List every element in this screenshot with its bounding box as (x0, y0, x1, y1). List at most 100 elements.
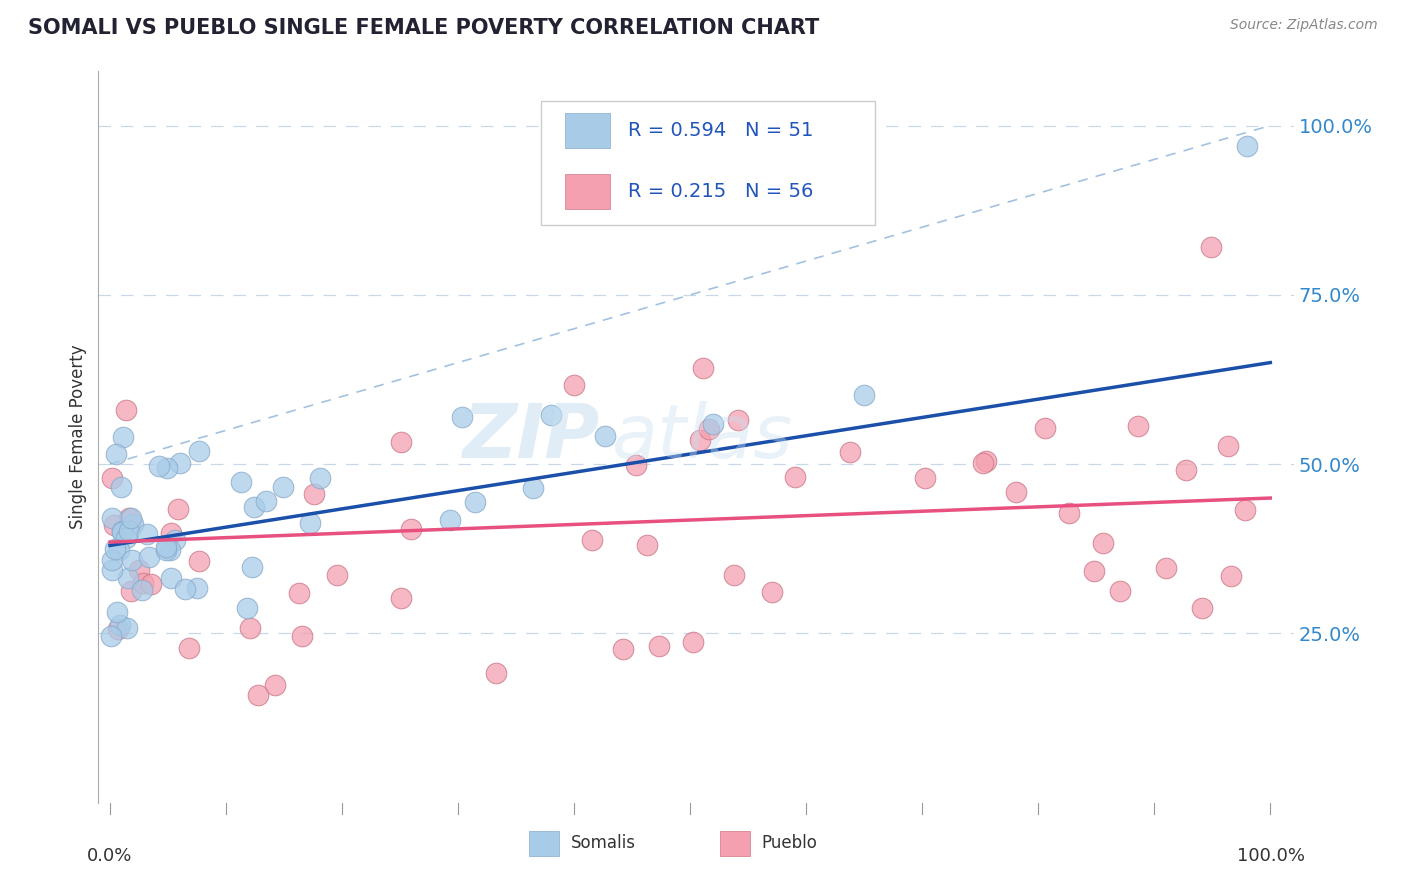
Point (188, 443, 211, 458)
Point (1109, 583, 1132, 598)
Point (914, 471, 936, 485)
Point (562, 378, 585, 392)
Point (308, 470, 330, 484)
FancyBboxPatch shape (720, 830, 749, 856)
Point (104, 542, 127, 557)
Point (723, 568, 745, 582)
Point (111, 524, 134, 538)
Point (103, 517, 125, 532)
Point (389, 435, 412, 450)
Point (115, 403, 138, 417)
Point (186, 582, 208, 596)
Point (1220, 569, 1243, 583)
FancyBboxPatch shape (565, 113, 610, 148)
Point (117, 571, 139, 585)
Point (100, 563, 122, 577)
Point (702, 417, 724, 432)
Point (111, 525, 134, 540)
Point (169, 457, 191, 471)
Point (1057, 506, 1080, 520)
Point (288, 585, 311, 599)
Point (389, 591, 412, 605)
Point (1201, 240, 1223, 254)
Point (291, 629, 314, 643)
Text: Somalis: Somalis (571, 834, 636, 852)
FancyBboxPatch shape (541, 101, 876, 225)
Point (647, 639, 669, 653)
Point (593, 428, 616, 442)
Point (727, 413, 749, 427)
Point (132, 576, 155, 591)
Point (108, 543, 131, 558)
Point (298, 516, 321, 530)
Point (853, 387, 876, 401)
Point (187, 554, 209, 568)
Point (247, 688, 270, 702)
Point (976, 454, 998, 468)
FancyBboxPatch shape (565, 174, 610, 209)
Point (101, 471, 124, 485)
Point (105, 447, 128, 461)
Y-axis label: Single Female Poverty: Single Female Poverty (69, 345, 87, 529)
Point (540, 408, 562, 422)
Point (174, 582, 197, 597)
Point (243, 500, 266, 514)
Point (108, 617, 131, 632)
Point (156, 461, 179, 475)
Point (522, 481, 544, 495)
Point (254, 494, 277, 508)
Point (121, 516, 143, 531)
Text: R = 0.594   N = 51: R = 0.594 N = 51 (628, 121, 813, 140)
Text: Pueblo: Pueblo (762, 834, 817, 852)
Point (118, 524, 141, 538)
Point (1216, 439, 1239, 453)
Point (689, 433, 711, 447)
Point (1154, 561, 1177, 575)
Point (177, 640, 200, 655)
Point (100, 629, 122, 643)
Point (160, 571, 183, 585)
Point (451, 410, 474, 425)
Point (697, 422, 720, 436)
Point (439, 513, 461, 527)
Text: ZIP: ZIP (463, 401, 600, 474)
Point (100, 553, 122, 567)
Point (972, 456, 994, 470)
Text: SOMALI VS PUEBLO SINGLE FEMALE POVERTY CORRELATION CHART: SOMALI VS PUEBLO SINGLE FEMALE POVERTY C… (28, 18, 820, 37)
Point (114, 531, 136, 545)
Text: 0.0%: 0.0% (87, 847, 132, 864)
Point (485, 666, 508, 681)
Point (105, 606, 128, 620)
Point (326, 568, 349, 582)
Point (155, 540, 177, 554)
Point (155, 543, 177, 558)
Text: atlas: atlas (613, 401, 794, 473)
Point (302, 487, 325, 501)
Point (464, 495, 486, 509)
Point (1234, 502, 1257, 516)
Point (271, 480, 294, 494)
Point (121, 552, 143, 566)
Point (263, 678, 285, 692)
Point (138, 550, 160, 565)
Point (159, 543, 181, 558)
Point (399, 523, 422, 537)
Point (581, 533, 603, 547)
Point (163, 533, 186, 547)
Point (110, 480, 132, 494)
Point (1091, 536, 1114, 550)
Point (1083, 564, 1105, 578)
Point (1033, 421, 1056, 435)
Point (626, 458, 648, 473)
Point (131, 583, 153, 598)
Point (136, 527, 159, 541)
Point (1126, 418, 1149, 433)
Point (1236, 139, 1258, 153)
Point (120, 584, 142, 599)
Point (111, 430, 134, 444)
Point (838, 445, 860, 459)
Point (120, 511, 142, 525)
Point (115, 621, 138, 635)
Point (1175, 463, 1198, 477)
Point (235, 601, 257, 615)
